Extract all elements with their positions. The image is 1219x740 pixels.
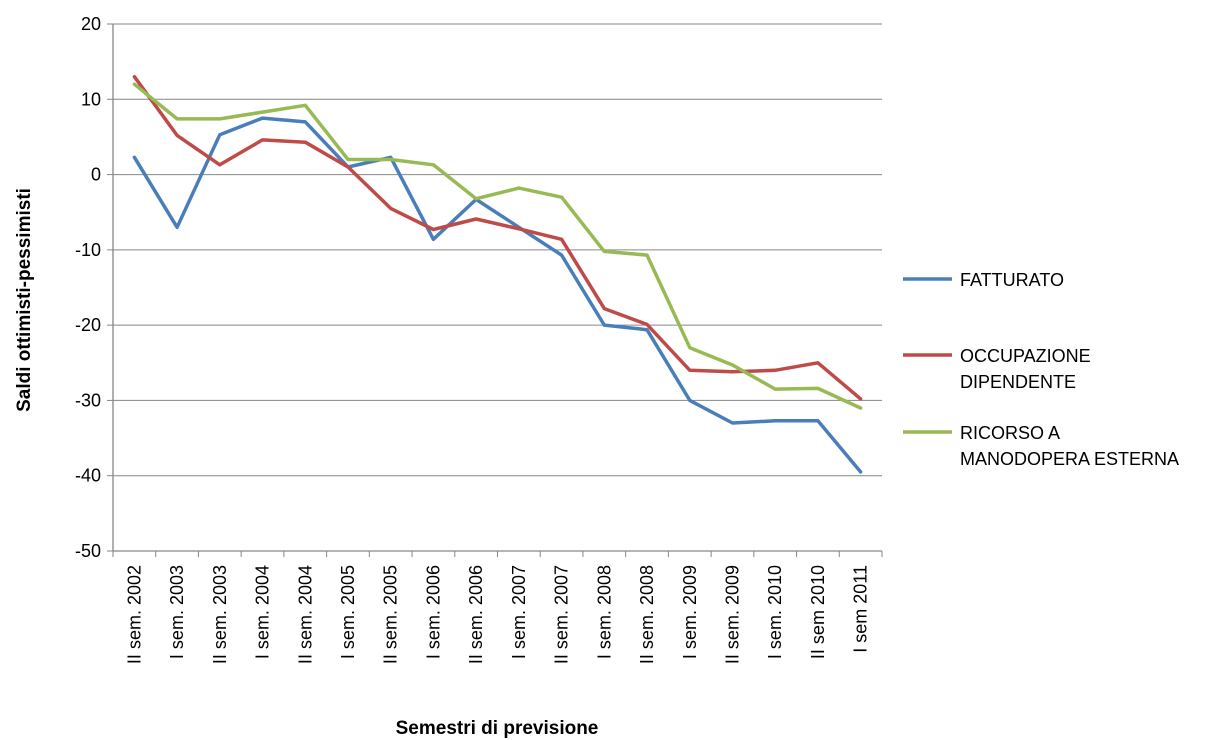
y-axis-title: Saldi ottimisti-pessimisti: [14, 188, 35, 412]
x-tick-label: I sem 2011: [851, 565, 871, 653]
x-tick-label: II sem. 2007: [552, 565, 572, 664]
legend-label-2: MANODOPERA ESTERNA: [960, 449, 1179, 469]
legend-label-0: FATTURATO: [960, 270, 1064, 290]
y-tick-label: 0: [91, 165, 101, 185]
series-lines: [132, 74, 863, 474]
y-axis-ticks: -50 -40 -30 -20 -10 0 10 20: [75, 14, 113, 561]
y-tick-label: 10: [81, 89, 101, 109]
x-tick-label: I sem. 2009: [680, 565, 700, 659]
x-tick-label: II sem. 2003: [210, 565, 230, 664]
legend-label-1: DIPENDENTE: [960, 372, 1076, 392]
x-tick-label: II sem. 2004: [295, 565, 315, 664]
series-line-0: [132, 116, 863, 474]
x-tick-label: II sem. 2002: [124, 565, 144, 664]
x-tick-label: I sem. 2005: [338, 565, 358, 659]
legend-label-1: OCCUPAZIONE: [960, 346, 1091, 366]
x-tick-label: I sem. 2008: [594, 565, 614, 659]
x-tick-label: I sem. 2010: [765, 565, 785, 659]
y-tick-label: -20: [75, 315, 101, 335]
series-line-1: [132, 74, 863, 401]
x-tick-label: II sem. 2006: [466, 565, 486, 664]
series-line-2: [132, 82, 863, 410]
x-tick-label: II sem. 2009: [722, 565, 742, 664]
x-tick-label: II sem. 2008: [637, 565, 657, 664]
y-tick-label: 20: [81, 14, 101, 34]
x-axis-ticks: II sem. 2002 I sem. 2003 II sem. 2003 I sem…: [112, 551, 883, 664]
x-tick-label: I sem. 2004: [253, 565, 273, 659]
legend: FATTURATO OCCUPAZIONE DIPENDENTE RICORSO A M…: [903, 270, 1179, 469]
x-tick-label: I sem. 2007: [509, 565, 529, 659]
legend-label-2: RICORSO A: [960, 423, 1060, 443]
y-tick-label: -30: [75, 390, 101, 410]
x-axis-title: Semestri di previsione: [396, 718, 599, 739]
y-tick-label: -50: [75, 541, 101, 561]
x-tick-label: I sem. 2006: [423, 565, 443, 659]
y-tick-label: -40: [75, 466, 101, 486]
x-tick-label: II sem 2010: [808, 565, 828, 659]
x-tick-label: II sem. 2005: [381, 565, 401, 664]
x-tick-label: I sem. 2003: [167, 565, 187, 659]
y-tick-label: -10: [75, 240, 101, 260]
gridlines: [113, 23, 882, 477]
